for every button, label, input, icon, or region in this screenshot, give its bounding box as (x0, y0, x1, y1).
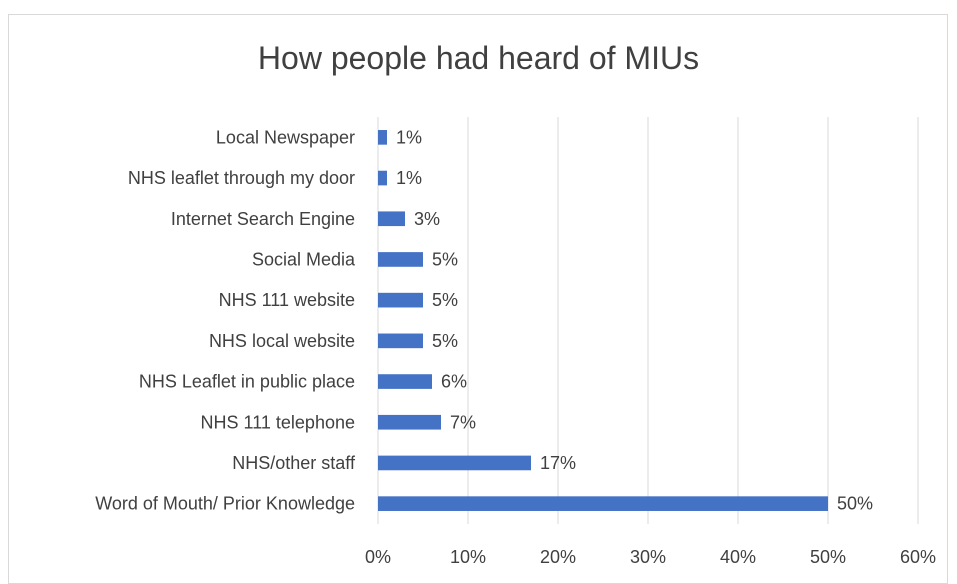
data-label: 5% (432, 331, 458, 351)
bar (378, 292, 423, 308)
bar (378, 455, 531, 471)
category-label: NHS Leaflet in public place (139, 372, 355, 392)
bar (378, 414, 441, 430)
bar (378, 333, 423, 349)
x-tick-label: 10% (450, 547, 486, 567)
category-label: Internet Search Engine (171, 209, 355, 229)
category-label: Social Media (252, 249, 356, 269)
data-label: 5% (432, 290, 458, 310)
data-label: 5% (432, 249, 458, 269)
labels: 0% 10% 20% 30% 40% 50% 60% Local Newspaper 1% NHS… (95, 127, 936, 567)
category-label: NHS 111 telephone (201, 412, 355, 432)
chart-title: How people had heard of MIUs (257, 40, 700, 76)
bars (378, 130, 828, 511)
category-label: NHS leaflet through my door (128, 168, 355, 188)
x-tick-label: 0% (365, 547, 391, 567)
bar (378, 496, 828, 511)
category-label: NHS local website (209, 331, 355, 351)
bar (378, 130, 387, 145)
category-label: Local Newspaper (216, 127, 355, 147)
data-label: 1% (396, 127, 422, 147)
x-tick-label: 50% (810, 547, 846, 567)
grid-lines (377, 117, 919, 524)
data-label: 7% (450, 412, 476, 432)
x-tick-label: 20% (540, 547, 576, 567)
category-label: NHS 111 website (219, 290, 355, 310)
data-label: 50% (837, 494, 873, 514)
x-tick-label: 30% (630, 547, 666, 567)
data-label: 17% (540, 453, 576, 473)
bar (378, 170, 387, 186)
category-label: NHS/other staff (232, 453, 356, 473)
bar (378, 374, 432, 389)
data-label: 1% (396, 168, 422, 188)
x-tick-label: 60% (900, 547, 936, 567)
data-label: 6% (441, 372, 467, 392)
bar (378, 211, 405, 227)
data-label: 3% (414, 209, 440, 229)
chart-frame (8, 14, 948, 584)
bar (378, 252, 423, 267)
category-label: Word of Mouth/ Prior Knowledge (95, 494, 355, 514)
x-tick-label: 40% (720, 547, 756, 567)
